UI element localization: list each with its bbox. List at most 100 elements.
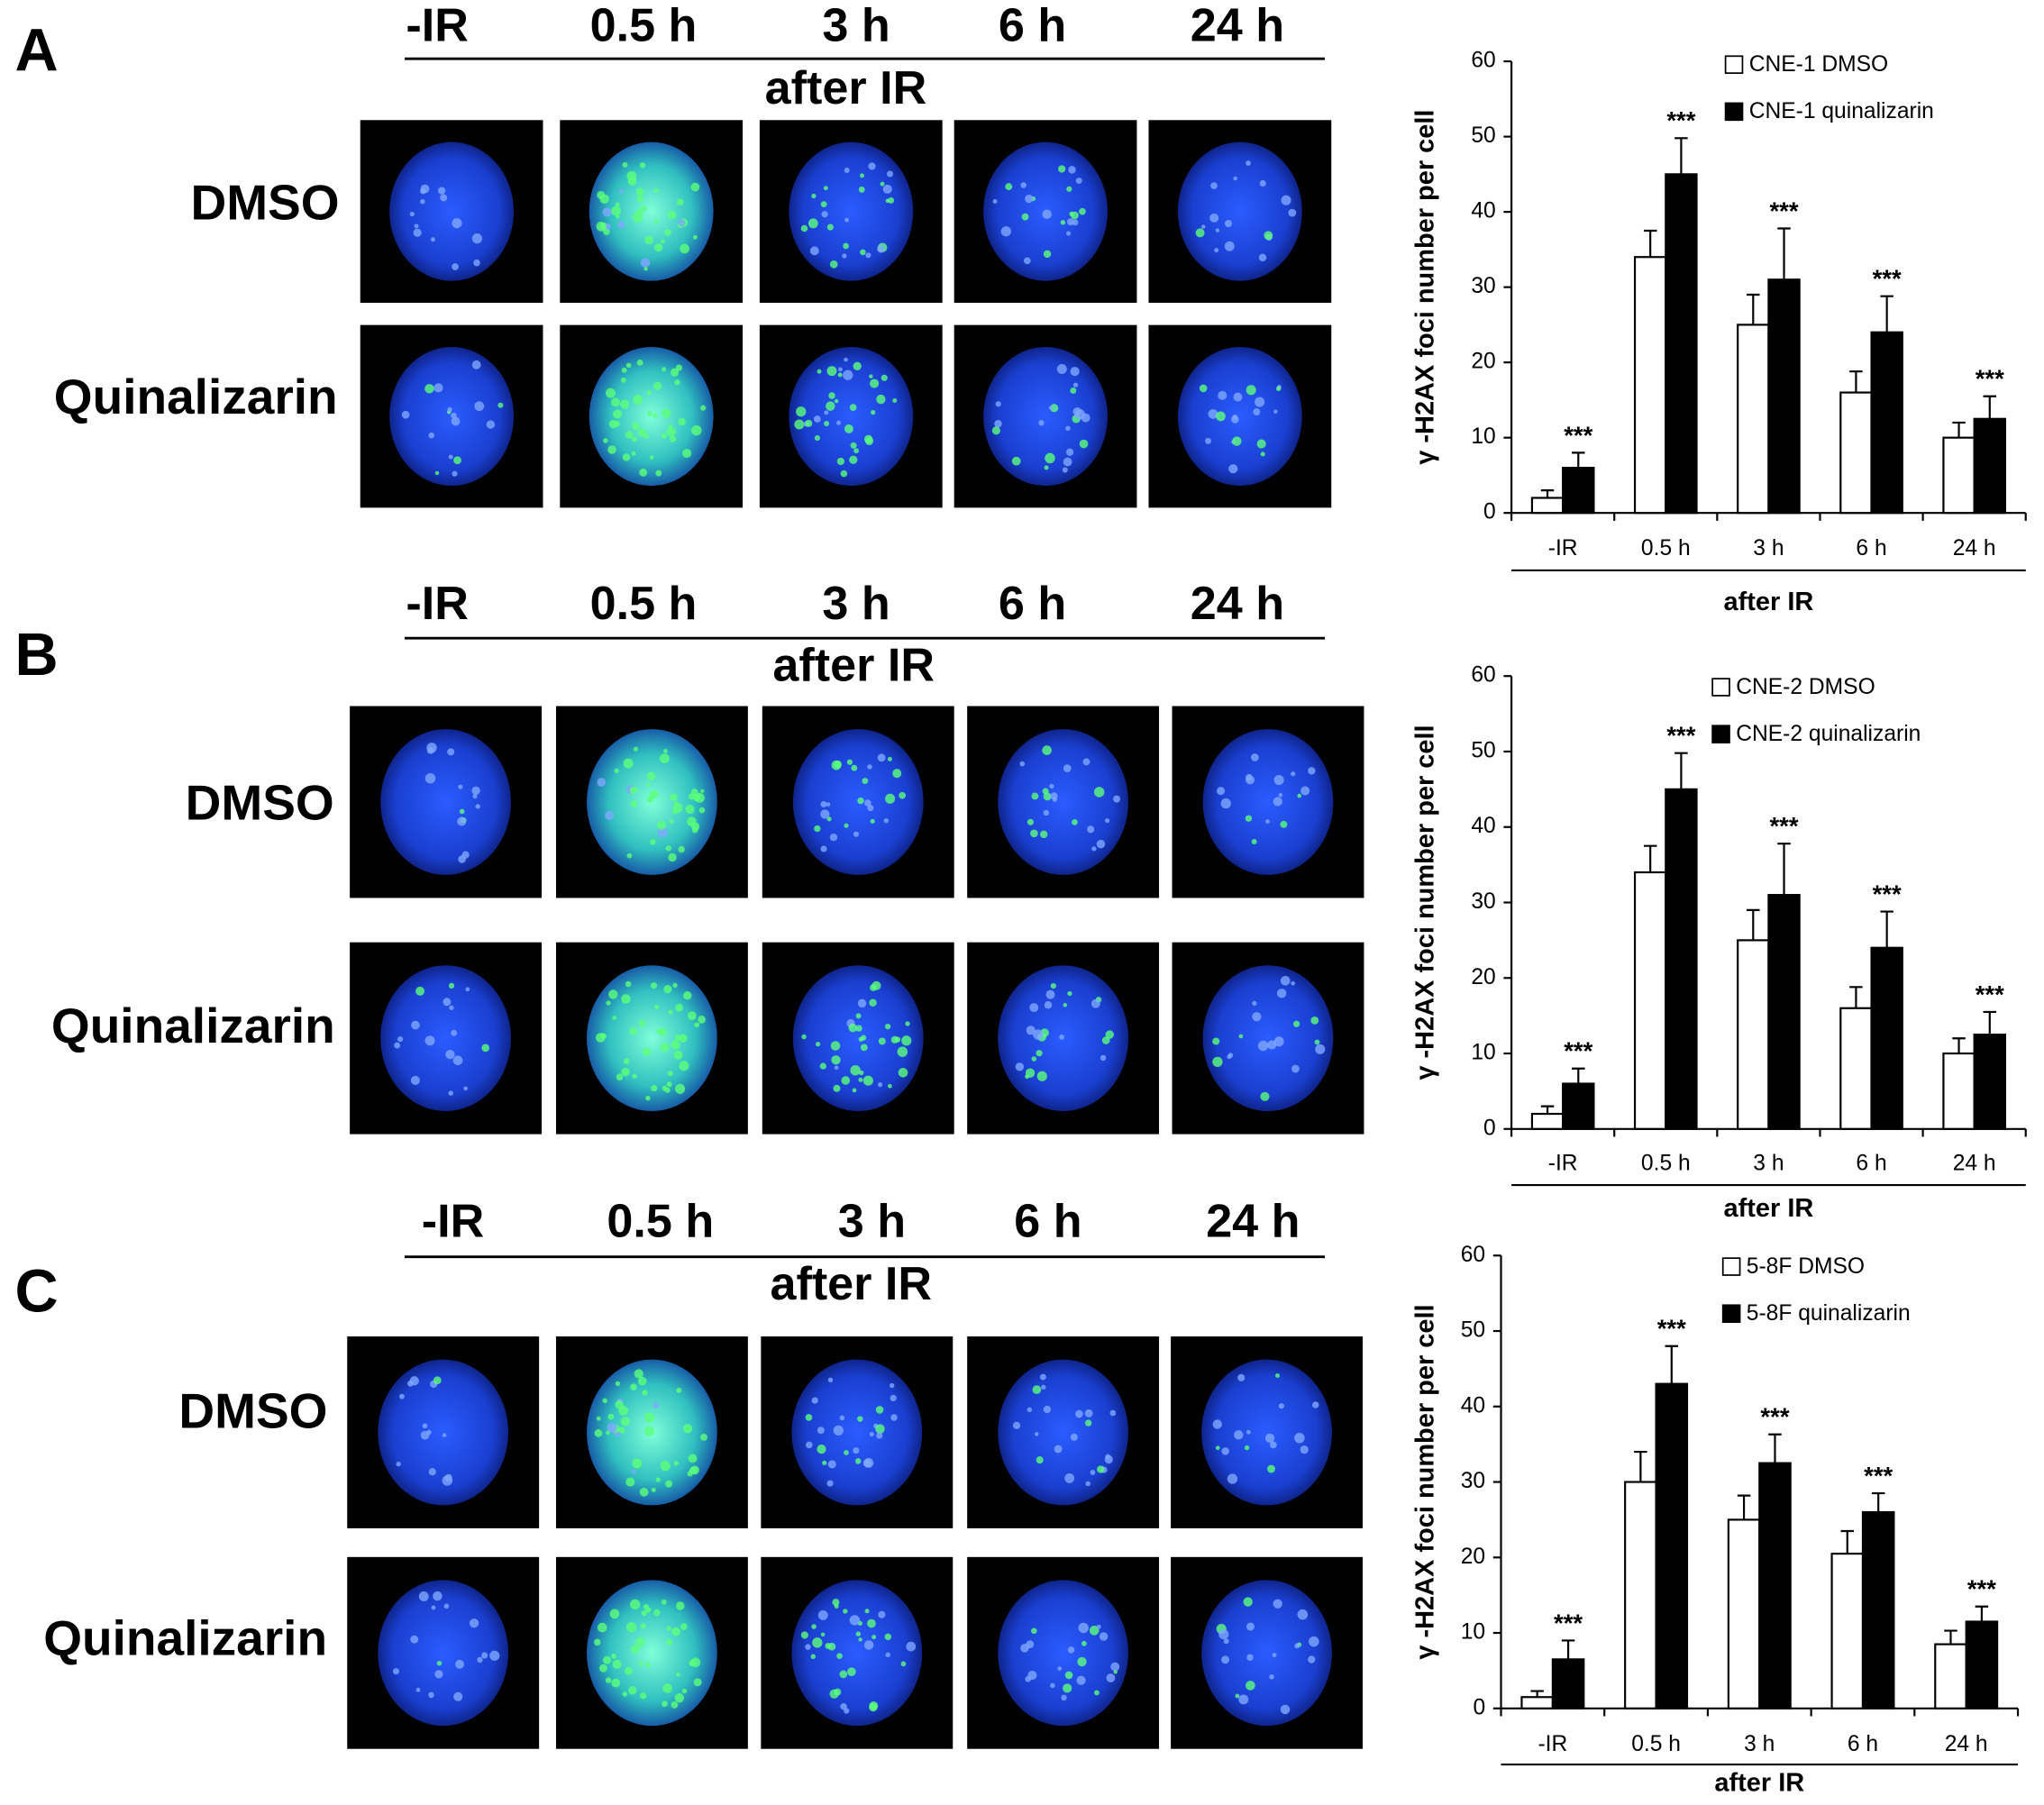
focus	[596, 1416, 601, 1421]
x-tick-label: 3 h	[1753, 536, 1784, 561]
after-ir-label: after IR	[772, 639, 935, 691]
focus	[653, 381, 662, 390]
focus	[633, 746, 639, 752]
significance-label: ***	[1967, 1575, 1996, 1603]
focus	[857, 797, 864, 805]
focus	[844, 1450, 849, 1455]
bar	[1737, 939, 1770, 1130]
focus	[994, 419, 1002, 428]
focus	[459, 808, 465, 815]
focus	[1267, 1040, 1277, 1050]
nucleus	[1177, 346, 1302, 487]
focus	[659, 753, 670, 764]
timepoint-label: -IR	[406, 578, 468, 630]
focus	[1084, 1408, 1093, 1418]
focus	[645, 1607, 652, 1613]
micrograph	[555, 1336, 748, 1528]
focus	[992, 198, 998, 204]
focus	[607, 1413, 615, 1420]
focus	[836, 1653, 843, 1659]
focus	[1026, 1026, 1036, 1035]
focus	[674, 1692, 685, 1703]
focus	[1273, 774, 1284, 786]
bar	[1624, 1481, 1657, 1709]
focus	[631, 436, 638, 442]
focus	[625, 1622, 637, 1633]
focus	[1246, 1654, 1254, 1662]
focus	[646, 771, 656, 781]
focus	[1205, 437, 1212, 444]
focus	[611, 205, 622, 216]
focus	[437, 187, 446, 195]
focus	[1260, 451, 1265, 457]
panel-letter: C	[14, 1259, 58, 1326]
focus	[991, 426, 1000, 435]
bar	[1633, 871, 1667, 1130]
focus	[636, 196, 644, 203]
y-tick-label: 50	[1471, 123, 1495, 148]
focus	[1235, 1693, 1240, 1699]
micrograph	[967, 1556, 1160, 1749]
focus	[883, 817, 890, 824]
y-tick-label: 60	[1461, 1243, 1485, 1267]
focus	[654, 1004, 660, 1009]
nucleus	[589, 346, 714, 487]
focus	[833, 1084, 841, 1092]
focus	[1027, 1670, 1037, 1681]
focus	[853, 831, 860, 837]
error-bar	[1952, 421, 1966, 438]
timepoint-label: 24 h	[1191, 578, 1284, 630]
focus	[1048, 406, 1054, 410]
focus	[1066, 186, 1072, 192]
focus	[862, 1075, 873, 1086]
focus	[890, 1414, 898, 1421]
focus	[808, 218, 818, 229]
focus	[409, 1376, 419, 1386]
timepoint-label: 24 h	[1191, 0, 1284, 52]
error-bar	[1880, 910, 1893, 948]
focus	[1232, 436, 1242, 446]
focus	[1294, 1433, 1305, 1444]
focus	[1064, 1671, 1073, 1680]
legend-swatch	[1721, 1304, 1741, 1323]
focus	[452, 470, 458, 477]
focus	[884, 1023, 891, 1030]
focus	[623, 1058, 630, 1065]
focus	[611, 397, 620, 407]
focus	[1089, 1626, 1100, 1636]
focus	[458, 784, 463, 789]
focus	[1264, 1433, 1275, 1443]
focus	[392, 1668, 399, 1675]
focus	[1238, 1034, 1244, 1039]
focus	[630, 1599, 641, 1610]
focus	[1036, 1071, 1047, 1081]
focus	[1212, 1419, 1222, 1429]
focus	[841, 1076, 851, 1085]
focus	[674, 1083, 686, 1094]
nucleus	[789, 141, 914, 281]
focus	[685, 804, 695, 815]
focus	[447, 406, 452, 413]
focus	[827, 1643, 836, 1651]
focus	[489, 1650, 500, 1661]
focus	[681, 1688, 688, 1694]
focus	[1067, 990, 1072, 997]
focus	[669, 818, 674, 824]
nucleus	[1201, 1580, 1332, 1727]
error-bar	[1540, 1105, 1555, 1115]
focus	[1215, 1445, 1220, 1451]
focus	[606, 1430, 610, 1436]
focus	[1221, 1447, 1229, 1455]
focus	[855, 1013, 862, 1019]
focus	[1199, 384, 1208, 393]
focus	[1065, 425, 1071, 432]
focus	[853, 1447, 860, 1454]
focus	[863, 434, 873, 444]
legend-label: CNE-1 DMSO	[1749, 52, 1889, 77]
error-bar	[1747, 908, 1760, 941]
focus	[1066, 231, 1072, 236]
focus	[605, 1677, 612, 1683]
focus	[452, 1055, 463, 1066]
focus	[1210, 182, 1218, 189]
x-tick-label: 24 h	[1953, 1151, 1996, 1175]
